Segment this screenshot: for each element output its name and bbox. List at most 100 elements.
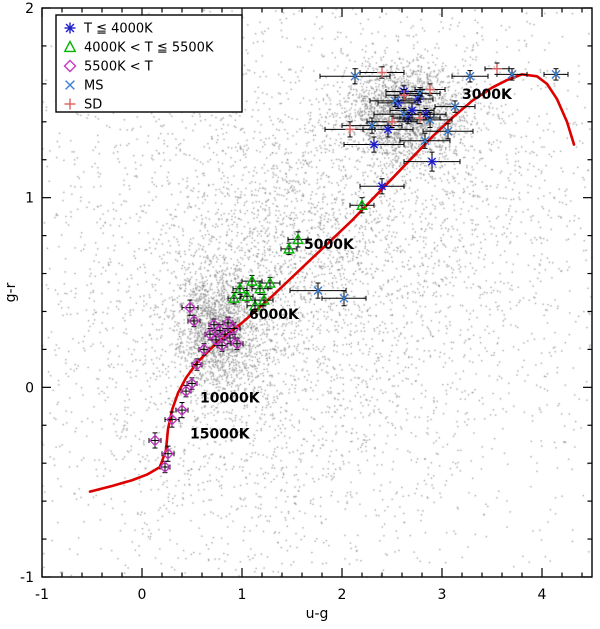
data-point-t-le-4000 [369,139,379,150]
y-axis-title: g-r [3,282,19,302]
series-t-le-4000 [343,85,461,195]
y-axis-tick-label: 2 [25,1,34,17]
diamond-symbol [166,413,178,426]
x-symbol [390,96,400,106]
data-point-t-4000-5500 [258,293,270,305]
data-point-ms [415,88,425,98]
diamond-symbol [208,318,220,331]
triangle-symbol [254,282,266,294]
data-point-t-4000-5500 [254,282,266,294]
diamond-symbol [180,385,192,398]
legend-label-sd: SD [84,98,102,113]
diamond-symbol [231,337,243,350]
x-symbol [551,69,561,79]
x-axis-tick-label: 1 [238,587,247,603]
annotation-3000K: 3000K [462,87,513,103]
data-point-t-gt-5500 [191,358,203,371]
x-axis-tick-label: 4 [538,587,547,603]
series-t-gt-5500 [148,299,244,474]
data-point-ms [465,71,475,81]
diamond-symbol [176,404,188,417]
data-point-sd [377,67,387,78]
diamond-symbol [191,358,203,371]
x-axis-tick-label: -1 [35,587,49,603]
data-point-ms [350,71,360,81]
x-symbol [399,109,409,119]
data-point-sd [345,124,355,135]
data-point-t-4000-5500 [292,232,304,245]
data-point-t-4000-5500 [283,242,295,254]
data-point-ms [313,286,323,296]
data-point-t-4000-5500 [228,291,240,303]
data-point-t-gt-5500 [210,333,222,346]
diamond-symbol [216,339,228,352]
legend-entry-t-le-4000: T ≦ 4000K [64,22,153,37]
data-point-t-gt-5500 [188,314,200,327]
legend-label-ms: MS [84,79,103,94]
data-point-t-4000-5500 [246,274,258,286]
x-symbol [415,88,425,98]
x-symbol [507,69,517,79]
data-point-ms [420,136,430,146]
data-point-t-4000-5500 [234,282,246,294]
data-point-ms [450,102,460,112]
data-point-sd [399,90,409,101]
x-symbol [425,115,435,125]
data-point-t-4000-5500 [356,198,368,210]
data-point-t-gt-5500 [216,339,228,352]
data-point-t-gt-5500 [184,301,196,314]
annotation-6000K: 6000K [249,307,300,323]
y-axis-tick-label: 1 [25,191,34,207]
asterisk-symbol [407,106,417,115]
triangle-symbol [228,291,240,303]
diamond-symbol [228,322,240,335]
x-symbol [443,126,453,136]
triangle-symbol [241,289,253,301]
data-point-ms [390,96,400,106]
data-point-t-le-4000 [407,105,417,116]
triangle-symbol [292,232,304,245]
data-point-sd [425,84,435,95]
annotation-15000K: 15000K [190,427,251,443]
diamond-symbol [184,301,196,314]
data-point-t-gt-5500 [204,328,216,341]
legend-entry-ms: MS [65,79,103,94]
asterisk-symbol [393,98,403,107]
data-point-t-gt-5500 [186,377,198,390]
x-axis-tick-label: 2 [338,587,347,603]
triangle-symbol [234,282,246,294]
series-t-4000-5500 [227,197,375,312]
asterisk-symbol [369,140,379,149]
data-point-t-4000-5500 [264,276,276,288]
x-symbol [465,71,475,81]
x-symbol [339,293,349,303]
data-point-ms [399,109,409,119]
diamond-symbol [149,434,161,447]
annotation-10000K: 10000K [200,391,261,407]
asterisk-symbol [65,23,75,33]
x-symbol [450,102,460,112]
data-point-ms [425,115,435,125]
x-symbol [420,136,430,146]
data-point-t-gt-5500 [198,343,210,356]
asterisk-symbol [427,157,437,166]
x-axis-tick-label: 3 [438,587,447,603]
triangle-symbol [249,299,261,311]
legend-entry-sd: SD [64,98,102,113]
diamond-symbol [186,377,198,390]
data-point-t-4000-5500 [249,299,261,311]
triangle-symbol [246,274,258,286]
plot-border [41,7,593,578]
diamond-symbol [222,316,234,329]
data-point-t-gt-5500 [224,332,236,345]
legend-entry-t-4000-5500: 4000K < T ≦ 5500K [63,40,214,56]
data-point-ms [507,69,517,79]
data-point-t-le-4000 [377,181,387,192]
stellar-locus-curve [88,73,576,493]
data-point-t-gt-5500 [149,434,161,447]
data-point-sd [415,113,425,124]
data-point-t-gt-5500 [222,316,234,329]
x-symbol [367,121,377,131]
